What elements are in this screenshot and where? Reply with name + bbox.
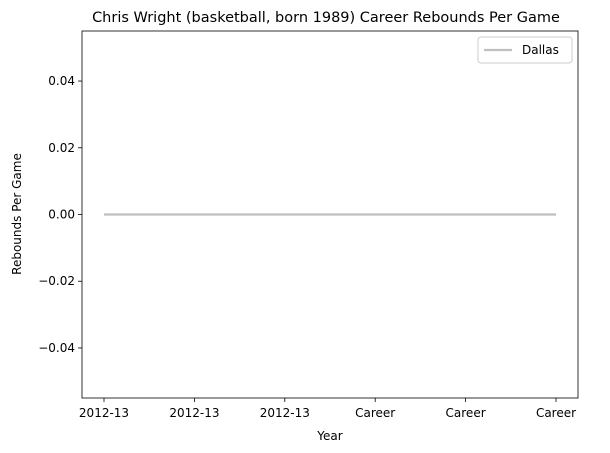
legend-box <box>477 36 573 64</box>
x-tick-label: Career <box>355 406 395 420</box>
y-tick-label: 0.04 <box>48 74 75 88</box>
x-tick-label: 2012-13 <box>260 406 310 420</box>
legend-label: Dallas <box>522 43 559 57</box>
x-tick-label: Career <box>446 406 486 420</box>
x-tick-label: Career <box>536 406 576 420</box>
y-axis-label: Rebounds Per Game <box>10 153 24 275</box>
y-tick-label: −0.02 <box>38 274 75 288</box>
x-tick-label: 2012-13 <box>79 406 129 420</box>
x-tick-label: 2012-13 <box>169 406 219 420</box>
y-tick-label: −0.04 <box>38 341 75 355</box>
legend: Dallas <box>477 36 573 64</box>
x-axis-label: Year <box>316 429 342 443</box>
y-tick-label: 0.00 <box>48 208 75 222</box>
x-axis-ticks: 2012-13 2012-13 2012-13 Career Career Career <box>79 398 576 420</box>
y-tick-label: 0.02 <box>48 141 75 155</box>
y-axis-ticks: −0.04 −0.02 0.00 0.02 0.04 <box>38 74 82 355</box>
chart-title: Chris Wright (basketball, born 1989) Car… <box>92 10 560 26</box>
